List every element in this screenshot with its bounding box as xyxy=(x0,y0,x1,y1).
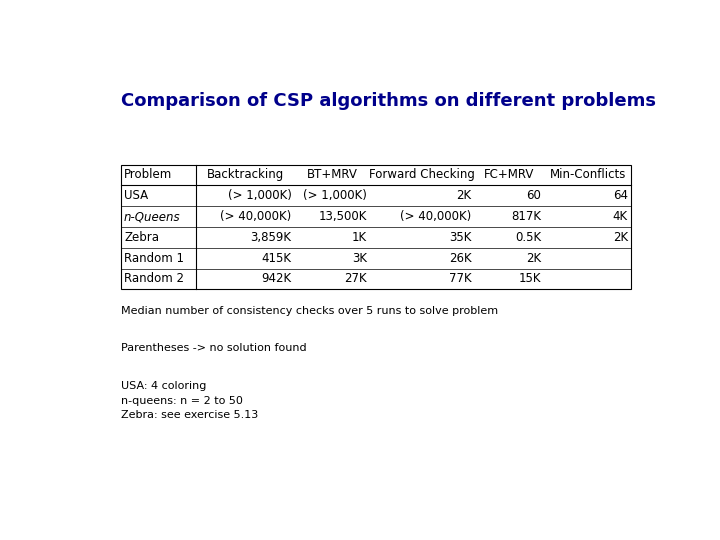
Text: 15K: 15K xyxy=(518,273,541,286)
Text: FC+MRV: FC+MRV xyxy=(485,168,535,181)
Text: 2K: 2K xyxy=(613,231,628,244)
Text: 27K: 27K xyxy=(344,273,366,286)
Text: Parentheses -> no solution found: Parentheses -> no solution found xyxy=(121,343,306,353)
Text: 4K: 4K xyxy=(613,210,628,223)
Text: Median number of consistency checks over 5 runs to solve problem: Median number of consistency checks over… xyxy=(121,306,498,316)
Text: 942K: 942K xyxy=(261,273,292,286)
Text: 2K: 2K xyxy=(456,190,472,202)
Text: Zebra: Zebra xyxy=(124,231,159,244)
Text: 77K: 77K xyxy=(449,273,472,286)
Text: (> 40,000K): (> 40,000K) xyxy=(400,210,472,223)
Text: n-Queens: n-Queens xyxy=(124,210,181,223)
Text: Random 2: Random 2 xyxy=(124,273,184,286)
Text: BT+MRV: BT+MRV xyxy=(307,168,358,181)
Text: Backtracking: Backtracking xyxy=(207,168,284,181)
Text: 64: 64 xyxy=(613,190,628,202)
Text: 3K: 3K xyxy=(352,252,366,265)
Text: Problem: Problem xyxy=(124,168,172,181)
Bar xyxy=(121,165,631,289)
Text: USA: USA xyxy=(124,190,148,202)
Text: Random 1: Random 1 xyxy=(124,252,184,265)
Text: 13,500K: 13,500K xyxy=(318,210,366,223)
Text: 2K: 2K xyxy=(526,252,541,265)
Text: Comparison of CSP algorithms on different problems: Comparison of CSP algorithms on differen… xyxy=(121,92,656,110)
Text: 35K: 35K xyxy=(449,231,472,244)
Text: (> 1,000K): (> 1,000K) xyxy=(228,190,292,202)
Text: 3,859K: 3,859K xyxy=(251,231,292,244)
Text: 415K: 415K xyxy=(261,252,292,265)
Text: 26K: 26K xyxy=(449,252,472,265)
Text: USA: 4 coloring
n-queens: n = 2 to 50
Zebra: see exercise 5.13: USA: 4 coloring n-queens: n = 2 to 50 Ze… xyxy=(121,381,258,421)
Text: 0.5K: 0.5K xyxy=(515,231,541,244)
Text: (> 1,000K): (> 1,000K) xyxy=(303,190,366,202)
Text: 60: 60 xyxy=(526,190,541,202)
Text: 817K: 817K xyxy=(511,210,541,223)
Text: Min-Conflicts: Min-Conflicts xyxy=(549,168,626,181)
Text: 1K: 1K xyxy=(351,231,366,244)
Text: Forward Checking: Forward Checking xyxy=(369,168,475,181)
Text: (> 40,000K): (> 40,000K) xyxy=(220,210,292,223)
